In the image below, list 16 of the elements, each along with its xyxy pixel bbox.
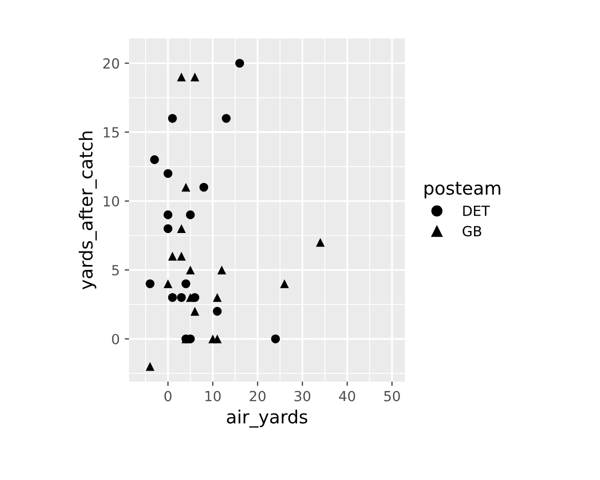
legend-title: posteam [424, 182, 500, 198]
legend-label: DET [463, 206, 490, 216]
y-axis-title: yards_after_catch [78, 132, 97, 290]
y-tick-label: 10 [104, 196, 120, 207]
y-tick-label: 15 [104, 127, 119, 138]
x-tick-label: 20 [250, 390, 266, 402]
y-tick-label: 5 [112, 265, 119, 276]
x-tick-label: 40 [339, 390, 356, 402]
x-tick-label: 10 [205, 390, 221, 402]
x-axis-title: air_yards [226, 410, 308, 428]
y-tick-label: 0 [112, 334, 120, 344]
x-tick-label: 0 [164, 390, 172, 402]
y-tick-label: 20 [103, 58, 120, 69]
x-tick-label: 30 [294, 390, 310, 402]
legend-label: GB [462, 226, 482, 236]
x-tick-label: 50 [384, 390, 400, 402]
